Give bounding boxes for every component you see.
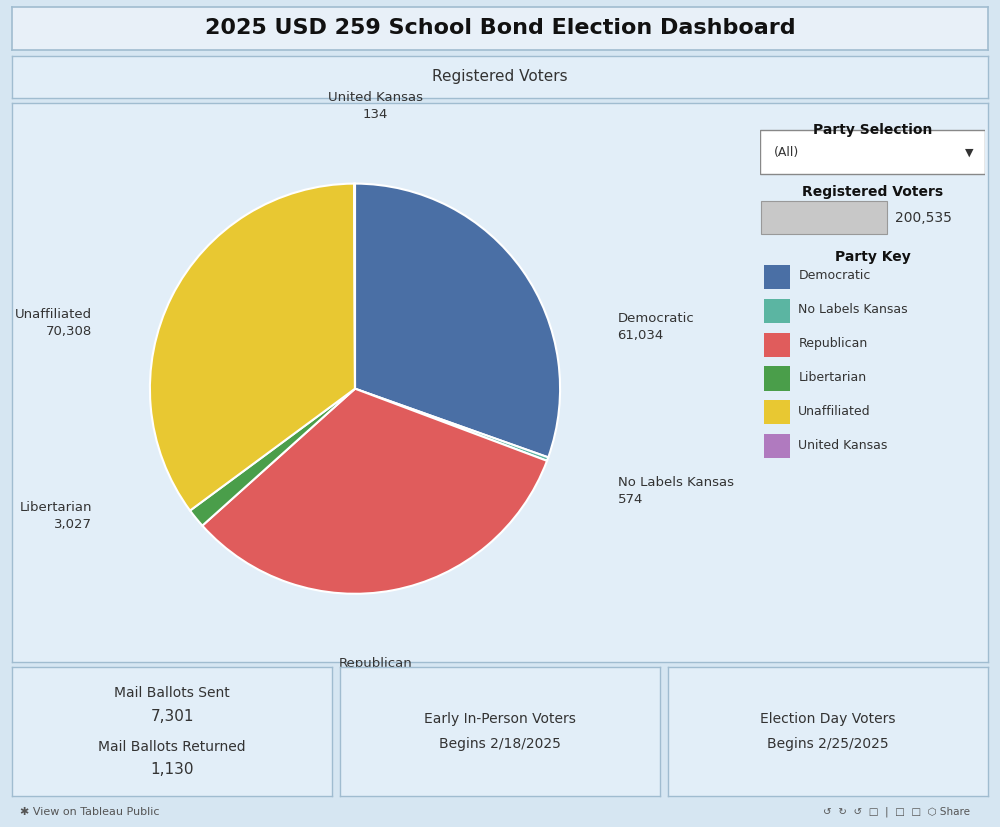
Text: 200,535: 200,535 [895, 211, 952, 225]
Text: No Labels Kansas: No Labels Kansas [798, 304, 908, 316]
Text: ↺  ↻  ↺  □  |  □  □  ⬡ Share: ↺ ↻ ↺ □ | □ □ ⬡ Share [823, 807, 970, 817]
Text: Libertarian: Libertarian [798, 371, 866, 384]
Wedge shape [190, 389, 355, 526]
FancyBboxPatch shape [760, 131, 985, 174]
FancyBboxPatch shape [764, 366, 790, 390]
Text: Mail Ballots Returned: Mail Ballots Returned [98, 740, 246, 754]
Text: 1,130: 1,130 [150, 762, 194, 777]
Text: Republican
65,458: Republican 65,458 [339, 657, 412, 686]
FancyBboxPatch shape [764, 299, 790, 323]
Wedge shape [355, 389, 548, 461]
Text: ▼: ▼ [965, 147, 974, 157]
Text: Unaffiliated: Unaffiliated [798, 404, 871, 418]
Wedge shape [355, 184, 560, 457]
Text: Democratic
61,034: Democratic 61,034 [618, 312, 694, 342]
Wedge shape [202, 389, 547, 594]
Text: 2025 USD 259 School Bond Election Dashboard: 2025 USD 259 School Bond Election Dashbo… [205, 18, 795, 38]
Text: Registered Voters: Registered Voters [432, 69, 568, 84]
Text: Republican: Republican [798, 337, 868, 350]
Text: Party Key: Party Key [835, 251, 910, 265]
Text: Mail Ballots Sent: Mail Ballots Sent [114, 686, 230, 700]
Text: (All): (All) [774, 146, 799, 159]
Text: Election Day Voters: Election Day Voters [760, 712, 896, 725]
Wedge shape [150, 184, 355, 510]
Text: Registered Voters: Registered Voters [802, 185, 943, 199]
FancyBboxPatch shape [764, 265, 790, 289]
Text: Early In-Person Voters: Early In-Person Voters [424, 712, 576, 725]
Text: United Kansas
134: United Kansas 134 [328, 91, 423, 121]
Text: Begins 2/25/2025: Begins 2/25/2025 [767, 738, 889, 751]
Text: Democratic: Democratic [798, 270, 871, 282]
Text: Unaffiliated
70,308: Unaffiliated 70,308 [15, 308, 92, 338]
Text: ✱ View on Tableau Public: ✱ View on Tableau Public [20, 807, 160, 817]
Text: No Labels Kansas
574: No Labels Kansas 574 [618, 476, 734, 506]
Text: United Kansas: United Kansas [798, 438, 888, 452]
FancyBboxPatch shape [764, 434, 790, 458]
Text: Begins 2/18/2025: Begins 2/18/2025 [439, 738, 561, 751]
FancyBboxPatch shape [761, 201, 887, 234]
FancyBboxPatch shape [764, 400, 790, 424]
Text: 7,301: 7,301 [150, 709, 194, 724]
FancyBboxPatch shape [764, 332, 790, 356]
Text: Party Selection: Party Selection [813, 123, 932, 137]
Text: Libertarian
3,027: Libertarian 3,027 [20, 501, 92, 531]
